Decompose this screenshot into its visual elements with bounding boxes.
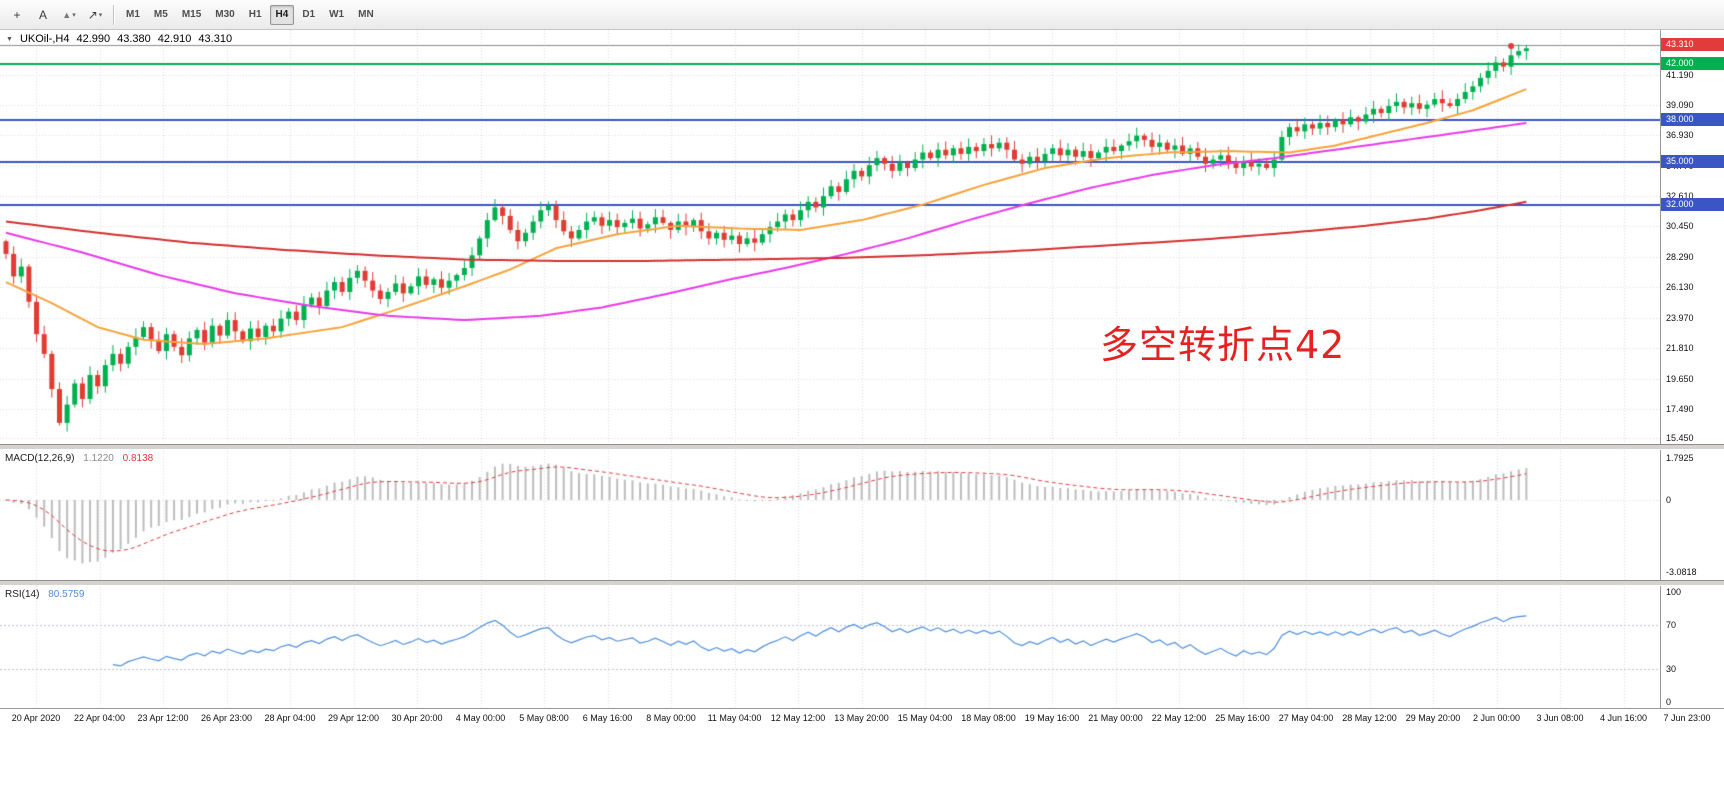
time-axis-label: 12 May 12:00 [770, 713, 826, 723]
rsi-scale[interactable]: 100 70 30 0 [1660, 586, 1724, 708]
time-axis-label: 21 May 00:00 [1088, 713, 1143, 723]
time-axis-label: 4 May 00:00 [455, 713, 506, 723]
rsi-panel-canvas[interactable] [0, 586, 1660, 708]
symbol-label: UKOil-,H4 [19, 33, 70, 45]
chart-menu-arrow-icon[interactable]: ▼ [6, 35, 13, 43]
macd-tick-label: -3.0818 [1666, 567, 1697, 577]
ohlc-open: 42.990 [76, 33, 111, 45]
time-axis-label: 20 Apr 2020 [11, 713, 61, 723]
chevron-down-icon: ▾ [98, 11, 103, 19]
current-price-badge: 43.310 [1661, 38, 1724, 52]
time-axis-label: 5 May 08:00 [519, 713, 569, 723]
time-axis-label: 19 May 16:00 [1024, 713, 1080, 723]
time-axis-label: 30 Apr 20:00 [391, 713, 443, 723]
time-axis-label: 3 Jun 08:00 [1536, 713, 1584, 723]
panel-splitter[interactable] [0, 580, 1724, 586]
macd-tick-label: 0 [1666, 494, 1672, 505]
ohlc-low: 42.910 [157, 33, 192, 45]
time-axis-label: 23 Apr 12:00 [137, 713, 189, 723]
price-tick-label: 39.090 [1666, 99, 1694, 110]
price-tick-label: 26.130 [1666, 282, 1694, 293]
time-axis-label: 15 May 04:00 [897, 713, 953, 723]
rsi-title: RSI(14) [5, 589, 40, 600]
timeframe-button-H4[interactable]: H4 [269, 4, 295, 25]
timeframe-toolbar: M1 M5 M15 M30 H1 H4 D1 W1 MN [119, 4, 381, 25]
price-chart-canvas[interactable] [0, 30, 1660, 444]
macd-signal-value: 0.8138 [122, 453, 154, 464]
time-axis-label: 26 Apr 23:00 [200, 713, 253, 723]
timeframe-button-M30[interactable]: M30 [209, 5, 240, 25]
time-axis-label: 28 Apr 04:00 [264, 713, 316, 723]
timeframe-button-M1[interactable]: M1 [120, 5, 146, 25]
timeframe-button-H1[interactable]: H1 [243, 5, 268, 25]
arrow-tool-icon: ↗ [87, 7, 98, 22]
price-scale[interactable]: 41.19039.09036.93034.77032.61030.45028.2… [1660, 30, 1724, 444]
ohlc-close: 43.310 [198, 33, 233, 45]
level-35-badge: 35.000 [1661, 155, 1724, 169]
toolbar: + A ▲ ▾ ↗ ▾ M1 M5 M15 M30 H1 H4 D1 W1 MN [0, 0, 1724, 30]
chevron-down-icon: ▾ [72, 11, 76, 19]
chart-header: ▼ UKOil-,H4 42.990 43.380 42.910 43.310 [6, 33, 232, 45]
rsi-value: 80.5759 [48, 589, 85, 600]
rsi-label: RSI(14) 80.5759 [5, 589, 84, 600]
time-axis-label: 2 Jun 00:00 [1472, 713, 1521, 723]
text-label-tool-button[interactable]: A [30, 4, 56, 26]
shapes-tool-button[interactable]: ▲ ▾ [56, 4, 82, 26]
time-axis-label: 8 May 00:00 [646, 713, 696, 723]
time-axis-label: 28 May 12:00 [1342, 713, 1397, 723]
time-axis-label: 22 May 12:00 [1151, 713, 1207, 723]
ohlc-high: 43.380 [117, 33, 151, 45]
rsi-tick-label: 0 [1666, 697, 1672, 707]
price-tick-label: 21.810 [1666, 343, 1694, 354]
macd-main-value: 1.1220 [83, 453, 114, 464]
time-axis-label: 27 May 04:00 [1278, 713, 1334, 723]
time-axis-label: 6 May 16:00 [582, 713, 633, 723]
chart-annotation[interactable]: 多空转折点42 [1100, 323, 1346, 367]
price-tick-label: 28.290 [1666, 251, 1694, 262]
time-axis-label: 4 Jun 16:00 [1599, 713, 1648, 723]
macd-panel-canvas[interactable] [0, 450, 1660, 580]
crosshair-icon: + [13, 7, 21, 22]
text-tool-icon: A [38, 7, 47, 22]
price-tick-label: 32.610 [1666, 191, 1694, 202]
price-tick-label: 17.490 [1666, 403, 1694, 414]
shapes-icon: ▲ [62, 9, 72, 20]
price-tick-label: 41.190 [1666, 70, 1694, 81]
price-tick-label: 15.450 [1666, 432, 1694, 443]
level-32-badge: 32.000 [1661, 197, 1724, 211]
rsi-tick-label: 70 [1666, 620, 1677, 630]
timeframe-button-MN[interactable]: MN [352, 5, 380, 25]
timeframe-button-W1[interactable]: W1 [323, 5, 350, 25]
price-tick-label: 23.970 [1666, 312, 1694, 323]
macd-label: MACD(12,26,9) 1.1220 0.8138 [5, 453, 153, 464]
time-axis-label: 25 May 16:00 [1215, 713, 1270, 723]
time-axis-label: 22 Apr 04:00 [73, 713, 126, 723]
toolbar-separator [113, 4, 114, 25]
level-42-badge: 42.000 [1661, 56, 1724, 70]
macd-tick-label: 1.7925 [1666, 453, 1694, 463]
crosshair-tool-button[interactable]: + [4, 4, 30, 26]
time-axis-label: 13 May 20:00 [834, 713, 889, 723]
time-axis-label: 11 May 04:00 [707, 713, 762, 723]
price-tick-label: 30.450 [1666, 221, 1694, 232]
time-axis-label: 7 Jun 23:00 [1663, 713, 1711, 723]
price-tick-label: 36.930 [1666, 130, 1694, 141]
arrows-tool-button[interactable]: ↗ ▾ [82, 4, 108, 26]
time-axis-label: 29 Apr 12:00 [327, 713, 380, 723]
timeframe-button-M5[interactable]: M5 [148, 5, 174, 25]
macd-title: MACD(12,26,9) [5, 453, 75, 464]
macd-scale[interactable]: 1.7925 0 -3.0818 [1660, 450, 1724, 580]
panel-splitter[interactable] [0, 444, 1724, 450]
time-axis-label: 29 May 20:00 [1405, 713, 1461, 723]
rsi-tick-label: 30 [1666, 664, 1677, 674]
timeframe-button-M15[interactable]: M15 [176, 5, 207, 25]
price-tick-label: 19.650 [1666, 373, 1694, 384]
time-axis-label: 18 May 08:00 [961, 713, 1016, 723]
timeframe-button-D1[interactable]: D1 [296, 5, 321, 25]
rsi-tick-label: 100 [1666, 587, 1682, 597]
time-axis[interactable]: 20 Apr 2020 22 Apr 04:00 23 Apr 12:00 26 Ap… [0, 708, 1724, 727]
bottom-whitespace [0, 727, 1724, 799]
level-38-badge: 38.000 [1661, 113, 1724, 127]
